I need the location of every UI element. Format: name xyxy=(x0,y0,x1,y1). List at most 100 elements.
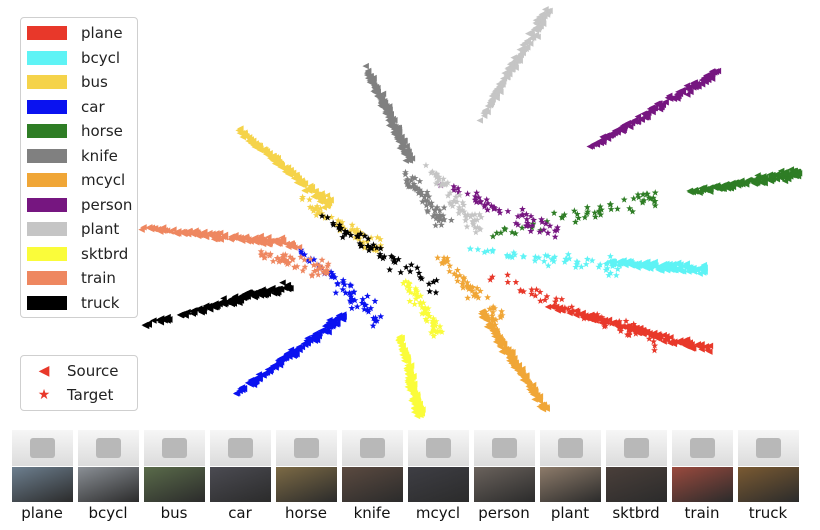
target-point-knife xyxy=(413,184,421,191)
target-point-horse xyxy=(572,218,579,225)
target-point-train xyxy=(311,267,318,275)
target-point-car xyxy=(348,304,356,312)
target-point-bcycl xyxy=(604,259,611,267)
source-point-plane xyxy=(596,315,604,323)
target-point-horse xyxy=(629,208,636,215)
source-point-horse xyxy=(791,167,798,174)
target-point-horse xyxy=(643,190,651,197)
source-point-horse xyxy=(787,171,795,178)
target-point-truck xyxy=(357,230,364,237)
source-point-plane xyxy=(572,307,580,314)
legend-swatch xyxy=(27,50,67,65)
source-point-bcycl xyxy=(692,266,699,273)
target-point-car xyxy=(327,268,335,275)
target-point-plane xyxy=(651,342,659,349)
synthetic-render-image xyxy=(540,430,601,466)
target-point-sktbrd xyxy=(424,305,432,312)
target-point-person xyxy=(536,228,544,235)
target-point-bus xyxy=(313,202,321,210)
source-point-sktbrd xyxy=(414,411,422,418)
source-point-bcycl xyxy=(626,261,633,268)
target-point-horse xyxy=(543,217,551,225)
target-point-horse xyxy=(573,210,581,218)
target-point-plant xyxy=(458,206,466,213)
target-point-truck xyxy=(341,230,349,237)
source-point-horse xyxy=(780,170,788,178)
target-point-train xyxy=(293,263,301,270)
target-point-knife xyxy=(401,170,409,178)
source-point-train xyxy=(221,233,229,241)
source-point-plane xyxy=(602,318,610,325)
source-point-bus xyxy=(236,127,244,135)
source-point-train xyxy=(257,232,264,240)
target-point-sktbrd xyxy=(429,320,437,327)
target-point-horse xyxy=(639,191,647,198)
target-point-train xyxy=(321,269,329,277)
legend-label: bcycl xyxy=(81,48,121,67)
target-point-knife xyxy=(436,207,444,214)
target-point-bcycl xyxy=(504,253,511,260)
target-point-horse xyxy=(550,209,558,216)
source-point-plane xyxy=(663,336,671,343)
source-point-person xyxy=(634,117,642,125)
source-point-person xyxy=(603,132,611,139)
target-point-truck xyxy=(433,276,440,284)
target-point-sktbrd xyxy=(436,323,444,330)
source-point-sktbrd xyxy=(401,347,408,354)
target-point-mcycl xyxy=(444,254,451,262)
source-point-train xyxy=(216,229,224,237)
target-point-knife xyxy=(404,180,412,187)
target-point-knife xyxy=(435,213,443,220)
source-point-horse xyxy=(781,177,789,185)
domain-legend-item-source: ◀ Source xyxy=(29,360,119,382)
target-point-truck xyxy=(416,273,424,281)
target-point-mcycl xyxy=(463,282,471,290)
target-point-bus xyxy=(348,225,356,233)
source-point-bus xyxy=(320,204,327,211)
target-point-person xyxy=(544,229,552,236)
target-point-person xyxy=(473,189,481,196)
source-point-train xyxy=(140,224,147,231)
source-point-knife xyxy=(364,68,372,76)
legend-label: horse xyxy=(81,122,123,140)
target-point-plant xyxy=(439,180,447,188)
source-point-plant xyxy=(499,78,507,85)
legend-swatch xyxy=(27,222,67,236)
source-point-mcycl xyxy=(498,340,505,347)
source-point-mcycl xyxy=(506,351,514,358)
target-point-bcycl xyxy=(588,257,596,264)
target-point-bus xyxy=(359,238,367,246)
target-point-sktbrd xyxy=(432,317,440,325)
target-point-train xyxy=(280,255,287,262)
target-point-train xyxy=(284,258,292,266)
source-point-plant xyxy=(508,66,515,73)
target-point-truck xyxy=(377,244,385,252)
target-point-plant xyxy=(469,218,477,226)
target-point-knife xyxy=(439,212,447,219)
source-point-car xyxy=(321,328,329,335)
source-point-train xyxy=(190,229,198,236)
legend-label: plant xyxy=(81,220,120,238)
target-point-truck xyxy=(432,289,440,296)
target-point-truck xyxy=(318,212,326,219)
synthetic-render-image xyxy=(12,430,73,466)
target-point-mcycl xyxy=(453,272,461,280)
target-point-sktbrd xyxy=(414,292,421,300)
target-point-truck xyxy=(376,252,384,260)
real-photo-image xyxy=(540,467,601,502)
target-point-bcycl xyxy=(573,258,581,265)
source-point-sktbrd xyxy=(414,393,421,400)
source-point-train xyxy=(194,232,202,240)
source-point-person xyxy=(631,118,638,125)
target-point-car xyxy=(304,256,312,263)
source-point-person xyxy=(607,132,614,139)
source-point-person xyxy=(706,71,714,78)
target-point-sktbrd xyxy=(406,297,414,305)
source-point-knife xyxy=(398,133,405,141)
target-point-bcycl xyxy=(544,262,552,269)
target-point-bcycl xyxy=(531,257,539,264)
target-point-truck xyxy=(344,229,351,236)
source-point-train xyxy=(279,236,287,244)
target-point-mcycl xyxy=(492,316,500,323)
target-point-bcycl xyxy=(484,247,491,254)
